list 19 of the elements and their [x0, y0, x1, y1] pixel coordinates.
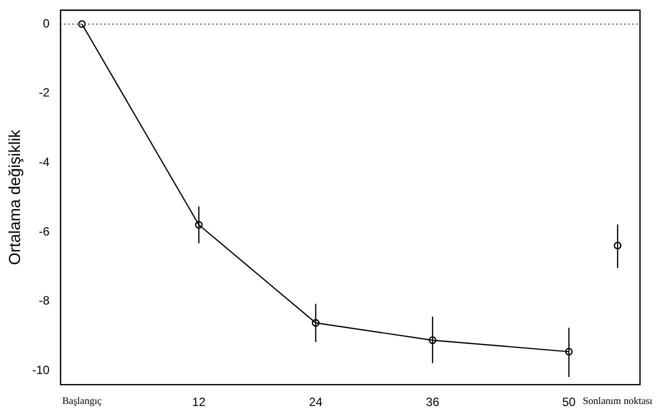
- point: [78, 20, 86, 28]
- x-tick-label: 24: [309, 395, 323, 410]
- point: [312, 319, 320, 327]
- point: [428, 336, 436, 344]
- x-tick-label: 50: [562, 395, 576, 410]
- x-tick-label: 36: [426, 395, 440, 410]
- y-tick-label: 0: [42, 16, 50, 30]
- y-tick-label: -8: [38, 294, 50, 308]
- y-tick-label: -10: [32, 363, 50, 378]
- y-tick-label: -4: [38, 155, 50, 170]
- point: [614, 242, 622, 250]
- y-tick-label: -6: [38, 224, 50, 238]
- x-tick-label: Başlangıç: [62, 396, 102, 408]
- point: [194, 220, 203, 229]
- x-tick-label: Sonlanım noktası: [582, 396, 653, 408]
- y-axis-title: Ortalama değişiklik: [7, 128, 24, 265]
- y-tick-label: -2: [38, 86, 50, 100]
- x-tick-label: 12: [192, 395, 206, 410]
- point: [565, 348, 573, 356]
